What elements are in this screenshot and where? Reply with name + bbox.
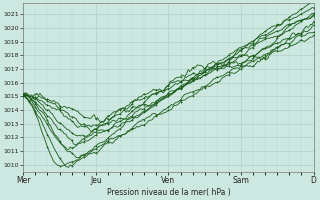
X-axis label: Pression niveau de la mer( hPa ): Pression niveau de la mer( hPa ) (107, 188, 230, 197)
